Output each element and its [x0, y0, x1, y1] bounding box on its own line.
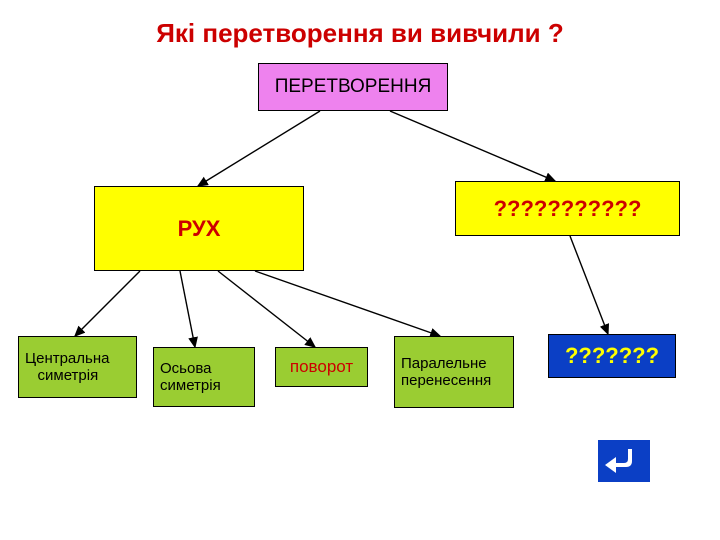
node-central-label: Центральна симетрія	[25, 350, 109, 385]
node-unknown-blue: ???????	[548, 334, 676, 378]
node-parallel-label: Паралельнеперенесення	[401, 355, 491, 390]
node-rukh-label: РУХ	[178, 216, 221, 241]
node-axial-label: Осьовасиметрія	[160, 360, 221, 395]
node-unknown-right: ???????????	[455, 181, 680, 236]
node-root: ПЕРЕТВОРЕННЯ	[258, 63, 448, 111]
node-unknown-right-label: ???????????	[494, 196, 642, 221]
return-button[interactable]	[598, 440, 650, 482]
node-root-label: ПЕРЕТВОРЕННЯ	[275, 76, 432, 98]
diagram-stage: Які перетворення ви вивчили ? ПЕРЕТВОРЕН…	[0, 0, 720, 540]
node-rukh: РУХ	[94, 186, 304, 271]
node-rotation: поворот	[275, 347, 368, 387]
node-rotation-label: поворот	[290, 357, 353, 377]
node-parallel-transfer: Паралельнеперенесення	[394, 336, 514, 408]
page-title: Які перетворення ви вивчили ?	[0, 18, 720, 49]
node-central-symmetry: Центральна симетрія	[18, 336, 137, 398]
node-axial-symmetry: Осьовасиметрія	[153, 347, 255, 407]
node-unknown-blue-label: ???????	[565, 343, 659, 368]
return-icon	[598, 440, 650, 482]
